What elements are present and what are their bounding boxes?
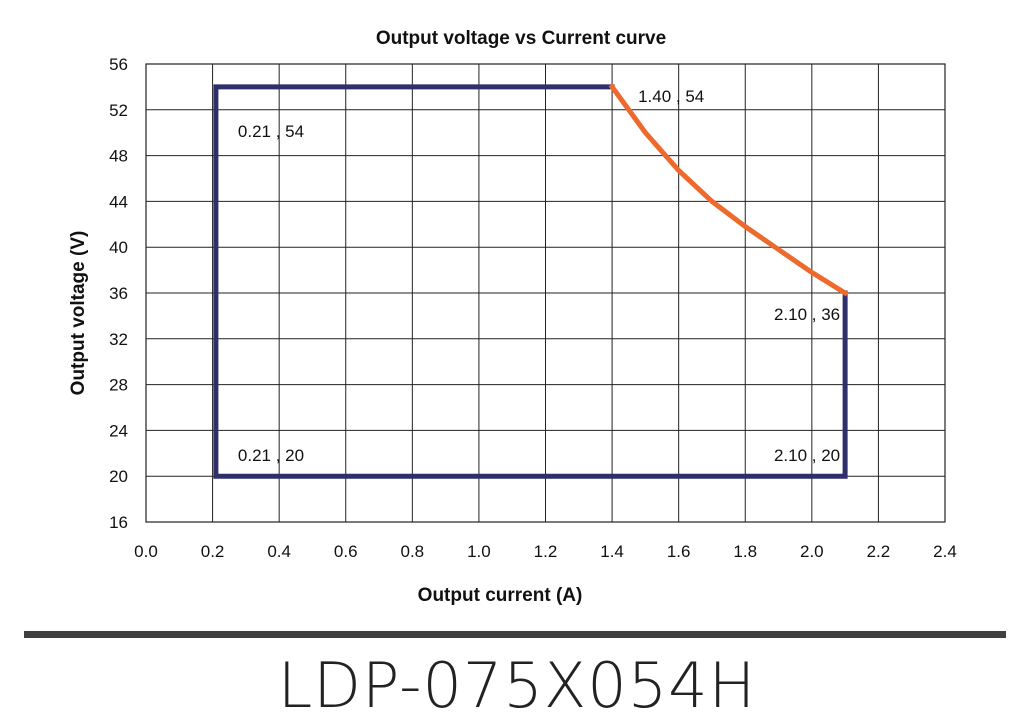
x-tick-label: 1.2 [534,542,558,561]
point-label: 0.21 , 20 [238,446,304,465]
x-tick-label: 1.0 [467,542,491,561]
x-tick-label: 2.2 [867,542,891,561]
x-axis-title: Output current (A) [418,585,583,606]
chart-title: Output voltage vs Current curve [376,28,666,49]
divider [24,631,1006,638]
y-tick-label: 28 [109,376,128,395]
x-tick-label: 2.0 [800,542,824,561]
y-tick-label: 44 [109,192,128,211]
x-tick-label: 1.6 [667,542,691,561]
x-tick-label: 0.4 [267,542,291,561]
series-layer [213,83,849,479]
point-label: 2.10 , 36 [774,305,840,324]
plot-frame [145,63,946,523]
y-tick-label: 56 [109,55,128,74]
series-line-1 [608,83,849,297]
x-tick-label: 0.2 [201,542,225,561]
y-tick-label: 32 [109,330,128,349]
model-number: LDP-075X054H [277,649,757,722]
point-annotations: 0.21 , 54 1.40 , 54 2.10 , 36 0.21 , 20 2.10… [238,87,840,465]
x-tick-labels: 0.0 0.2 0.4 0.6 0.8 1.0 1.2 1.4 1.6 1.8 2.0 2.2 2.4 [134,542,957,561]
y-tick-label: 24 [109,421,128,440]
series-line-0 [213,84,848,479]
x-tick-label: 0.8 [401,542,425,561]
x-tick-label: 1.4 [600,542,624,561]
x-tick-label: 1.8 [733,542,757,561]
y-tick-label: 48 [109,147,128,166]
point-label: 1.40 , 54 [638,87,704,106]
y-tick-label: 52 [109,101,128,120]
y-axis-title: Output voltage (V) [68,231,89,396]
point-label: 2.10 , 20 [774,446,840,465]
point-label: 0.21 , 54 [238,122,304,141]
y-tick-label: 36 [109,284,128,303]
chart: Output voltage vs Current curve 0.0 0.2 0.… [68,28,957,606]
x-tick-label: 2.4 [933,542,957,561]
x-tick-label: 0.6 [334,542,358,561]
grid [145,63,946,523]
x-tick-label: 0.0 [134,542,158,561]
y-tick-label: 20 [109,467,128,486]
y-tick-labels: 16 20 24 28 32 36 40 44 48 52 56 [109,55,128,532]
y-tick-label: 16 [109,513,128,532]
y-tick-label: 40 [109,238,128,257]
